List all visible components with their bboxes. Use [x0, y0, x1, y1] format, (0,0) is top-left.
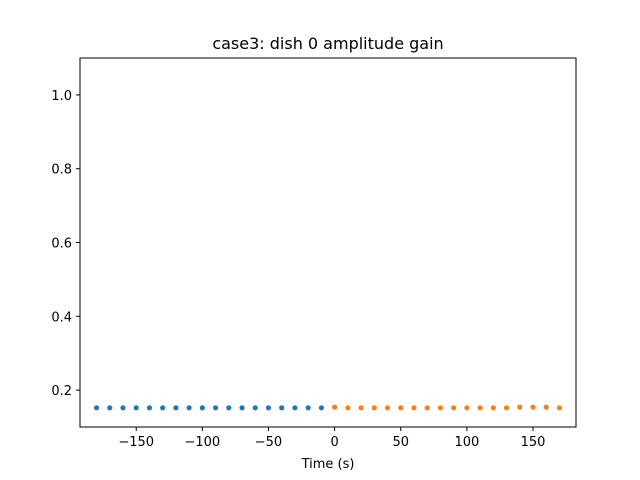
- series-1-point: [464, 405, 470, 411]
- series-0-point: [173, 405, 179, 411]
- series-1-point: [490, 405, 496, 411]
- series-0-point: [305, 405, 311, 411]
- series-0-point: [239, 405, 245, 411]
- y-tick-label: 1.0: [51, 89, 72, 104]
- series-0-point: [226, 405, 232, 411]
- series-1-point: [556, 405, 563, 411]
- x-tick-label: 150: [521, 435, 546, 450]
- series-1-point: [411, 405, 417, 411]
- series-1-point: [517, 404, 523, 410]
- x-tick-label: 50: [392, 435, 409, 450]
- series-1-point: [451, 405, 457, 411]
- series-1-point: [345, 405, 351, 411]
- y-tick-label: 0.4: [51, 310, 72, 325]
- series-0-point: [252, 405, 258, 411]
- x-tick-label: 100: [454, 435, 479, 450]
- series-0-point: [160, 405, 166, 411]
- series-1-point: [437, 405, 444, 411]
- series-1-point: [358, 405, 364, 411]
- series-0-point: [146, 405, 153, 411]
- series-0-point: [199, 405, 205, 411]
- series-1-point: [424, 405, 430, 411]
- series-1-point: [332, 404, 338, 410]
- chart-title: case3: dish 0 amplitude gain: [212, 34, 443, 53]
- y-tick-label: 0.8: [51, 163, 72, 178]
- series-1-point: [398, 405, 404, 411]
- series-1-point: [384, 405, 391, 411]
- series-0-point: [186, 405, 192, 411]
- series-0-point: [318, 405, 324, 411]
- x-tick-label: −50: [255, 435, 282, 450]
- x-axis-ticks: −150 −100 −50 0 50 100 150: [118, 427, 545, 450]
- y-axis-ticks: 0.2 0.4 0.6 0.8 1.0: [51, 89, 80, 399]
- series-0-point: [93, 405, 100, 411]
- series-0-point: [133, 405, 139, 411]
- plot-frame: [79, 57, 577, 428]
- series-0-point: [107, 405, 113, 411]
- x-tick-label: 0: [330, 435, 338, 450]
- series-0-point: [292, 405, 298, 411]
- series-0-point: [265, 405, 272, 411]
- y-tick-label: 0.2: [51, 384, 72, 399]
- data-points: [93, 404, 563, 411]
- series-1-point: [543, 404, 549, 410]
- series-0-point: [120, 405, 126, 411]
- series-1-point: [503, 405, 510, 411]
- series-1-point: [371, 405, 377, 411]
- series-1-point: [477, 405, 483, 411]
- x-tick-label: −150: [118, 435, 154, 450]
- series-0-point: [212, 405, 219, 411]
- x-axis-label: Time (s): [301, 457, 355, 472]
- series-1-point: [530, 404, 536, 410]
- x-tick-label: −100: [184, 435, 220, 450]
- y-tick-label: 0.6: [51, 237, 72, 252]
- series-0-point: [279, 405, 285, 411]
